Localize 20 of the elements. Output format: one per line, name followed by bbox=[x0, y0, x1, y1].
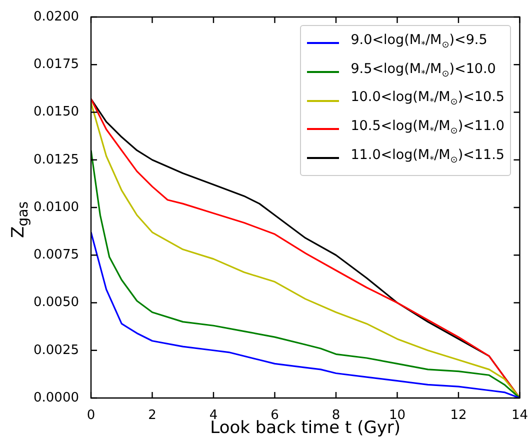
legend-label: 9.0<log(M$_{*}$/M$_{⊙}$)<9.5 bbox=[350, 31, 488, 53]
y-tick-label: 0.0150 bbox=[34, 104, 79, 120]
y-tick-label: 0.0000 bbox=[34, 390, 79, 406]
y-tick-label: 0.0100 bbox=[34, 200, 79, 215]
y-tick-label: 0.0175 bbox=[34, 57, 79, 72]
legend-label: 10.5<log(M$_{*}$/M$_{⊙}$)<11.0 bbox=[350, 117, 504, 139]
legend-label: 9.5<log(M$_{*}$/M$_{⊙}$)<10.0 bbox=[350, 60, 496, 82]
x-tick-label: 2 bbox=[148, 408, 156, 424]
y-tick-label: 0.0075 bbox=[34, 248, 79, 262]
x-tick-label: 8 bbox=[332, 408, 340, 424]
x-tick-label: 6 bbox=[270, 408, 279, 424]
x-tick-label: 0 bbox=[86, 408, 96, 424]
x-tick-label: 14 bbox=[511, 408, 528, 424]
legend-label: 11.0<log(M$_{*}$/M$_{⊙}$)<11.5 bbox=[350, 146, 504, 168]
legend-label: 10.0<log(M$_{*}$/M$_{⊙}$)<10.5 bbox=[350, 88, 504, 110]
y-tick-label: 0.0025 bbox=[34, 342, 79, 358]
y-tick-label: 0.0050 bbox=[34, 295, 79, 310]
y-tick-label: 0.0200 bbox=[34, 9, 79, 24]
x-tick-label: 12 bbox=[450, 408, 467, 424]
y-tick-label: 0.0125 bbox=[34, 152, 79, 168]
